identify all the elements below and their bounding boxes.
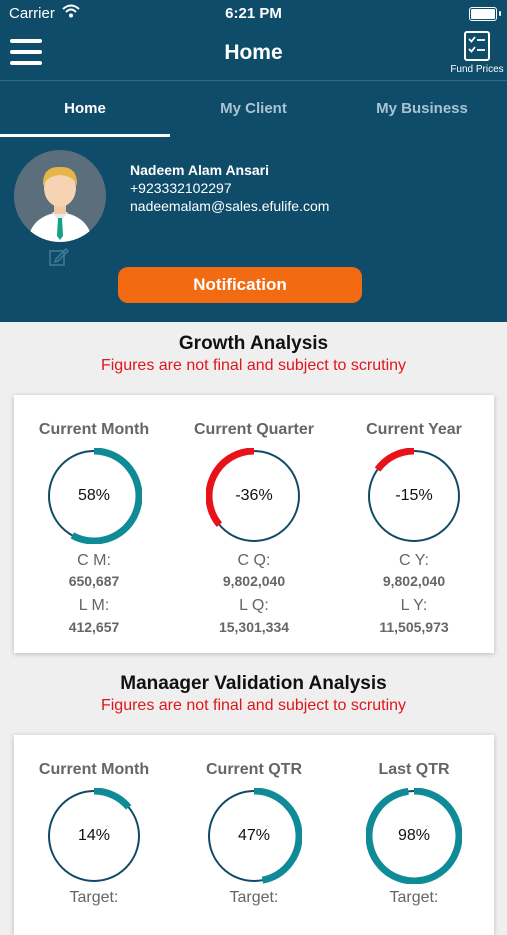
progress-value: -15% (395, 487, 433, 504)
growth-subtitle: Figures are not final and subject to scr… (100, 357, 407, 374)
validation-subtitle: Figures are not final and subject to scr… (100, 697, 407, 714)
value-label: L M: (78, 597, 110, 614)
validation-card: Current Month 14% Target: Current QTR 47… (14, 735, 494, 935)
value-number: 9,802,040 (382, 573, 446, 589)
profile-email: nadeemalam@sales.efulife.com (130, 198, 330, 214)
battery-nub-icon (499, 11, 501, 16)
value-number: 15,301,334 (218, 619, 290, 635)
progress-ring (206, 448, 300, 542)
tab-home[interactable]: Home (64, 100, 106, 117)
ring-progress-arc (70, 448, 142, 544)
value-label: C Y: (399, 552, 429, 569)
battery-icon (469, 7, 497, 21)
growth-col-label: Current Month (38, 421, 150, 438)
ring-progress-arc (93, 788, 132, 810)
ring-progress-arc (253, 788, 302, 884)
ring-progress-arc (366, 788, 462, 884)
progress-value: 47% (237, 827, 271, 844)
edit-profile-icon[interactable] (49, 247, 70, 271)
value-label: L Q: (239, 597, 269, 614)
value-number: 412,657 (68, 619, 120, 635)
validation-col-label: Last QTR (378, 761, 450, 778)
header: Carrier 6:21 PM Home Fund Prices (0, 0, 507, 322)
value-label: C M: (77, 552, 111, 569)
progress-value: 98% (397, 827, 431, 844)
tab-indicator (0, 134, 170, 137)
menu-icon[interactable] (10, 39, 42, 65)
ring-progress-arc (206, 448, 255, 527)
fund-prices-label: Fund Prices (450, 64, 504, 75)
page-title: Home (224, 41, 283, 64)
growth-col-label: Current Quarter (193, 421, 315, 438)
progress-ring (48, 448, 142, 544)
validation-col-label: Current Month (38, 761, 150, 778)
tab-my-business[interactable]: My Business (376, 100, 468, 117)
value-number: 11,505,973 (379, 619, 449, 635)
value-label: Target: (69, 889, 119, 906)
status-bar: Carrier 6:21 PM (0, 0, 507, 28)
growth-title: Growth Analysis (178, 333, 329, 354)
value-label: Target: (389, 889, 439, 906)
avatar (14, 150, 106, 242)
value-label: C Q: (237, 552, 271, 569)
profile-phone: +923332102297 (130, 180, 232, 196)
checklist-icon (464, 31, 490, 61)
navbar: Home Fund Prices (0, 28, 507, 81)
progress-value: -36% (235, 487, 273, 504)
value-number: 9,802,040 (222, 573, 286, 589)
progress-ring (208, 788, 302, 884)
growth-col-label: Current Year (366, 421, 462, 438)
progress-value: 14% (77, 827, 111, 844)
tab-bar: Home My Client My Business (0, 80, 507, 138)
validation-title: Manaager Validation Analysis (120, 673, 387, 694)
notification-button[interactable]: Notification (118, 267, 362, 303)
ring-progress-arc (374, 448, 415, 472)
profile-name: Nadeem Alam Ansari (130, 162, 270, 178)
wifi-icon (62, 4, 80, 22)
value-label: L Y: (400, 597, 428, 614)
status-time: 6:21 PM (225, 5, 282, 22)
validation-col-label: Current QTR (206, 761, 302, 778)
value-number: 650,687 (68, 573, 120, 589)
tab-my-client[interactable]: My Client (220, 100, 287, 117)
progress-ring (368, 448, 460, 542)
progress-value: 58% (77, 487, 111, 504)
fund-prices-button[interactable]: Fund Prices (447, 30, 507, 75)
value-label: Target: (229, 889, 279, 906)
carrier-label: Carrier (9, 5, 55, 22)
progress-ring (48, 788, 140, 882)
progress-ring (366, 788, 462, 884)
growth-card: Current Month 58% C M: 650,687 L M: 412,… (14, 395, 494, 653)
